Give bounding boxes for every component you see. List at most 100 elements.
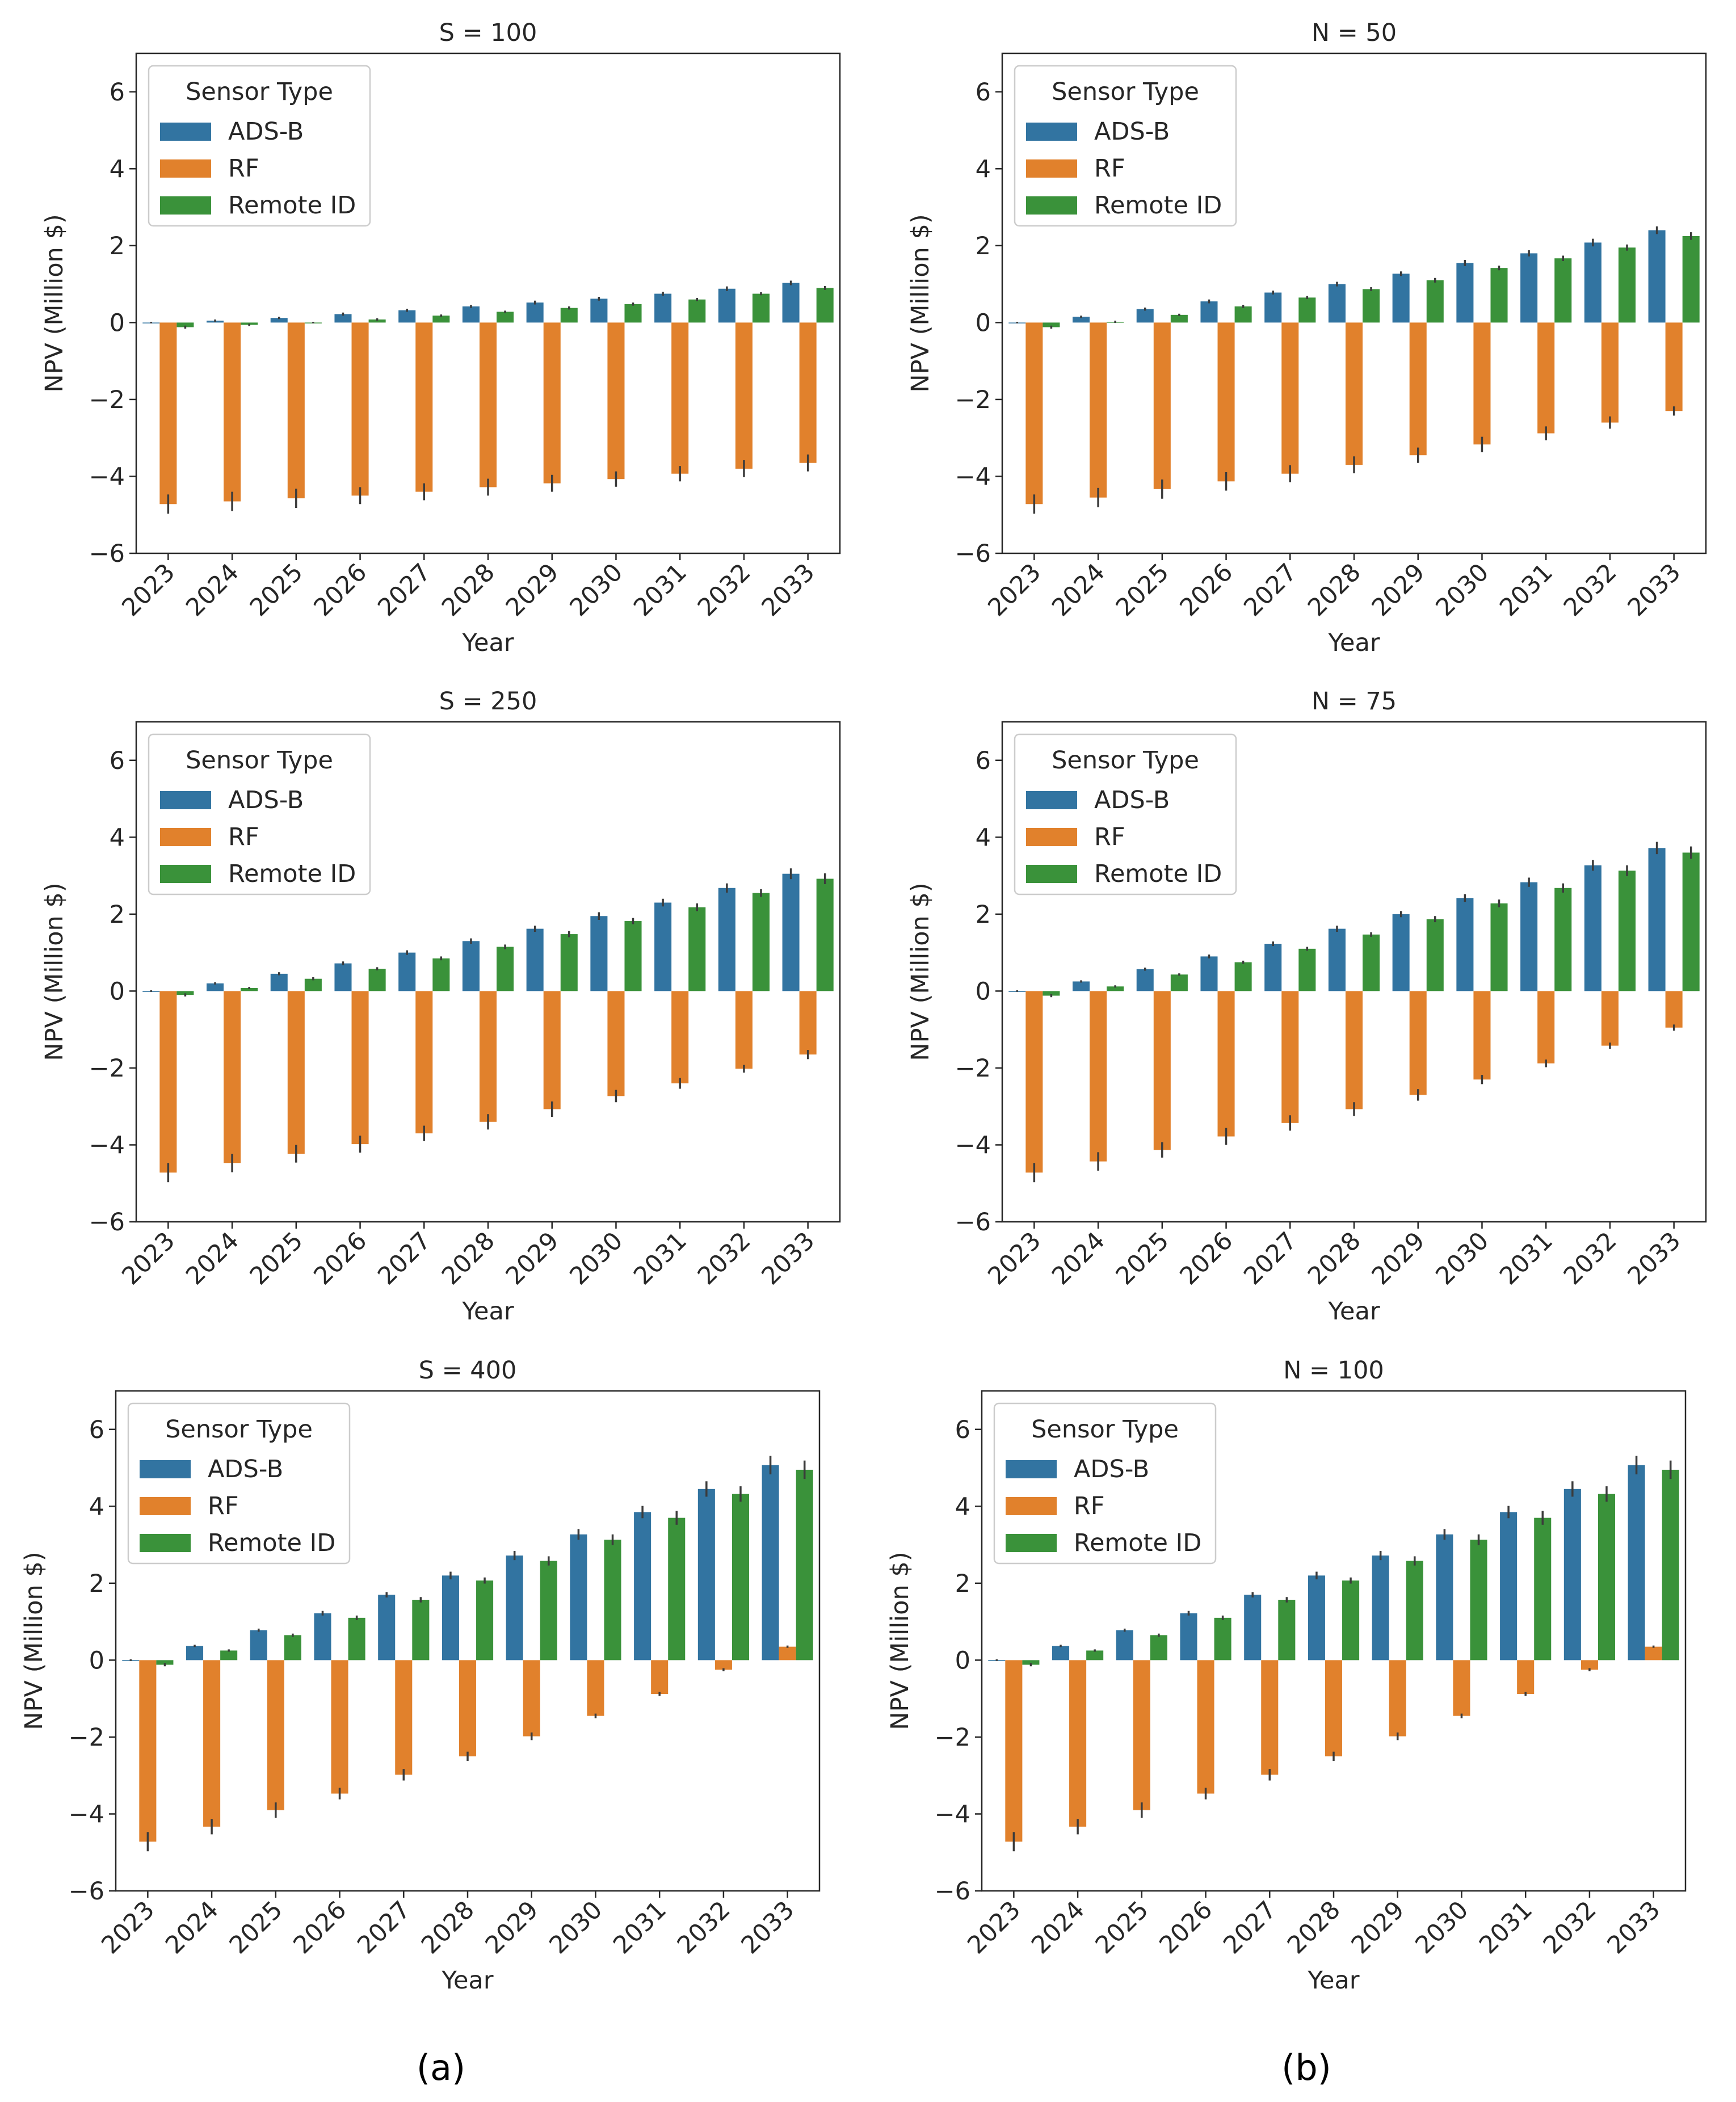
y-tick-label: −6 xyxy=(955,1208,991,1237)
bar-remote-id xyxy=(368,319,386,323)
legend-swatch xyxy=(1026,159,1077,178)
y-tick-label: −4 xyxy=(89,1131,125,1159)
bar-ads-b xyxy=(1648,230,1666,323)
bar-remote-id xyxy=(752,293,770,323)
bar-ads-b xyxy=(1052,1646,1070,1660)
bar-rf xyxy=(799,322,817,463)
bar-rf xyxy=(287,322,305,499)
bar-remote-id xyxy=(1682,236,1700,323)
y-tick-label: 6 xyxy=(976,78,991,107)
y-tick-label: −2 xyxy=(935,1723,970,1752)
bar-ads-b xyxy=(1436,1534,1453,1660)
x-axis-label: Year xyxy=(441,1966,493,1995)
bar-ads-b xyxy=(207,983,224,991)
bar-ads-b xyxy=(442,1575,459,1660)
bar-rf xyxy=(224,322,241,502)
bar-ads-b xyxy=(1628,1465,1645,1660)
legend-label: ADS-B xyxy=(228,786,304,814)
legend-title: Sensor Type xyxy=(165,1415,313,1444)
bar-remote-id xyxy=(624,304,642,323)
bar-ads-b xyxy=(398,310,416,323)
bar-remote-id xyxy=(1150,1635,1167,1660)
bar-remote-id xyxy=(412,1599,430,1660)
bar-ads-b xyxy=(1073,317,1090,323)
bar-remote-id xyxy=(1470,1540,1487,1660)
bar-remote-id xyxy=(1043,991,1060,996)
legend-label: RF xyxy=(208,1492,239,1520)
y-tick-label: 6 xyxy=(89,1416,104,1444)
legend-swatch xyxy=(140,1460,191,1478)
caption-a: (a) xyxy=(417,2047,465,2088)
bar-rf xyxy=(1645,1646,1662,1660)
bar-ads-b xyxy=(526,928,544,991)
bar-rf xyxy=(799,991,817,1055)
legend-label: ADS-B xyxy=(1074,1455,1149,1483)
bar-rf xyxy=(331,1660,348,1794)
bar-rf xyxy=(714,1660,732,1670)
bar-remote-id xyxy=(176,991,194,995)
legend-label: RF xyxy=(228,823,259,851)
bar-remote-id xyxy=(752,893,770,991)
legend-title: Sensor Type xyxy=(1052,746,1199,775)
y-tick-label: 4 xyxy=(89,1493,104,1521)
y-tick-label: −2 xyxy=(955,386,991,414)
bar-rf xyxy=(587,1660,604,1716)
bar-ads-b xyxy=(186,1646,204,1660)
y-tick-label: 4 xyxy=(110,823,125,852)
bar-rf xyxy=(159,322,177,505)
bar-remote-id xyxy=(1682,852,1700,991)
legend-box xyxy=(1014,733,1237,896)
bar-rf xyxy=(651,1660,669,1695)
bar-rf xyxy=(459,1660,477,1756)
legend-label: RF xyxy=(228,154,259,183)
y-tick-label: 0 xyxy=(110,977,125,1006)
legend-title: Sensor Type xyxy=(1031,1415,1179,1444)
bar-ads-b xyxy=(1200,956,1218,991)
bar-remote-id xyxy=(1298,297,1316,323)
y-tick-label: 0 xyxy=(89,1646,104,1675)
bar-ads-b xyxy=(1073,981,1090,991)
bar-remote-id xyxy=(1043,322,1060,327)
bar-rf xyxy=(224,991,241,1163)
bar-rf xyxy=(1665,322,1683,411)
bar-rf xyxy=(735,991,753,1069)
bar-ads-b xyxy=(1584,242,1602,323)
y-tick-label: 6 xyxy=(110,747,125,775)
bar-rf xyxy=(543,322,561,484)
bar-remote-id xyxy=(1618,247,1636,323)
bar-remote-id xyxy=(348,1617,365,1660)
bar-remote-id xyxy=(1426,919,1444,991)
y-tick-label: −2 xyxy=(69,1723,104,1752)
legend-title: Sensor Type xyxy=(186,746,333,775)
y-tick-label: −6 xyxy=(69,1877,104,1906)
y-tick-label: −6 xyxy=(935,1877,970,1906)
legend-swatch xyxy=(160,123,211,141)
bar-rf xyxy=(1281,991,1299,1123)
chart-title: S = 400 xyxy=(419,1356,517,1385)
y-tick-label: −2 xyxy=(89,1054,125,1083)
bar-rf xyxy=(1389,1660,1406,1737)
bar-remote-id xyxy=(1086,1650,1104,1660)
bar-rf xyxy=(523,1660,540,1737)
y-axis-label: NPV (Million $) xyxy=(40,882,69,1061)
chart-title: S = 100 xyxy=(439,19,537,47)
bar-remote-id xyxy=(1490,268,1508,323)
bar-ads-b xyxy=(270,973,288,991)
bar-rf xyxy=(1217,991,1235,1137)
legend-swatch xyxy=(140,1497,191,1515)
bar-remote-id xyxy=(816,878,834,991)
legend-box xyxy=(148,65,371,227)
y-tick-label: 6 xyxy=(955,1416,970,1444)
y-axis-label: NPV (Million $) xyxy=(20,1552,48,1730)
bar-rf xyxy=(1261,1660,1279,1775)
legend-label: ADS-B xyxy=(228,117,304,146)
bar-rf xyxy=(1517,1660,1535,1695)
bar-rf xyxy=(671,322,689,474)
bar-ads-b xyxy=(1200,301,1218,323)
y-tick-label: 0 xyxy=(976,309,991,337)
bar-rf xyxy=(203,1660,221,1827)
bar-rf xyxy=(1409,322,1427,456)
bar-remote-id xyxy=(497,947,514,991)
legend-swatch xyxy=(140,1534,191,1552)
x-axis-label: Year xyxy=(1307,1966,1359,1995)
